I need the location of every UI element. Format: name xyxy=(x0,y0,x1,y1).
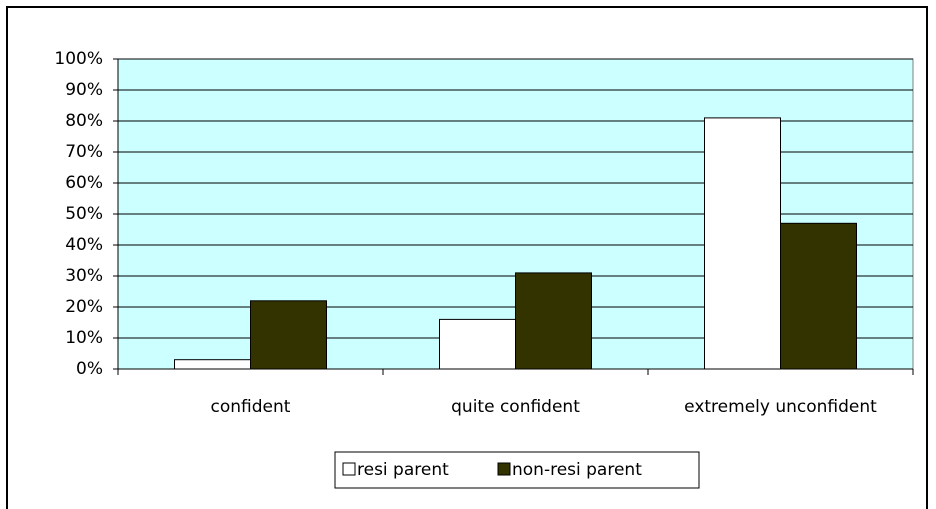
bar xyxy=(250,300,327,370)
bar xyxy=(174,359,251,370)
bar xyxy=(780,222,857,370)
legend-box xyxy=(334,451,700,489)
y-tick-label: 30% xyxy=(65,266,103,286)
x-tick-label: confident xyxy=(211,397,291,417)
bar xyxy=(704,117,781,370)
legend-swatch xyxy=(342,462,356,476)
x-tick-label: extremely unconfident xyxy=(684,397,877,417)
bar xyxy=(515,272,592,370)
y-tick-label: 80% xyxy=(65,111,103,131)
bar xyxy=(439,318,516,370)
y-tick-label: 60% xyxy=(65,173,103,193)
y-tick-label: 10% xyxy=(65,328,103,348)
y-tick-label: 70% xyxy=(65,142,103,162)
x-tick-label: quite confident xyxy=(451,397,580,417)
y-tick-label: 90% xyxy=(65,80,103,100)
y-tick-label: 20% xyxy=(65,297,103,317)
chart-border xyxy=(6,6,928,509)
y-tick-label: 0% xyxy=(76,359,103,379)
legend-label: non-resi parent xyxy=(512,460,642,480)
y-tick-label: 100% xyxy=(54,49,103,69)
y-tick-label: 40% xyxy=(65,235,103,255)
legend-swatch xyxy=(497,462,511,476)
y-tick-label: 50% xyxy=(65,204,103,224)
legend-label: resi parent xyxy=(357,460,449,480)
